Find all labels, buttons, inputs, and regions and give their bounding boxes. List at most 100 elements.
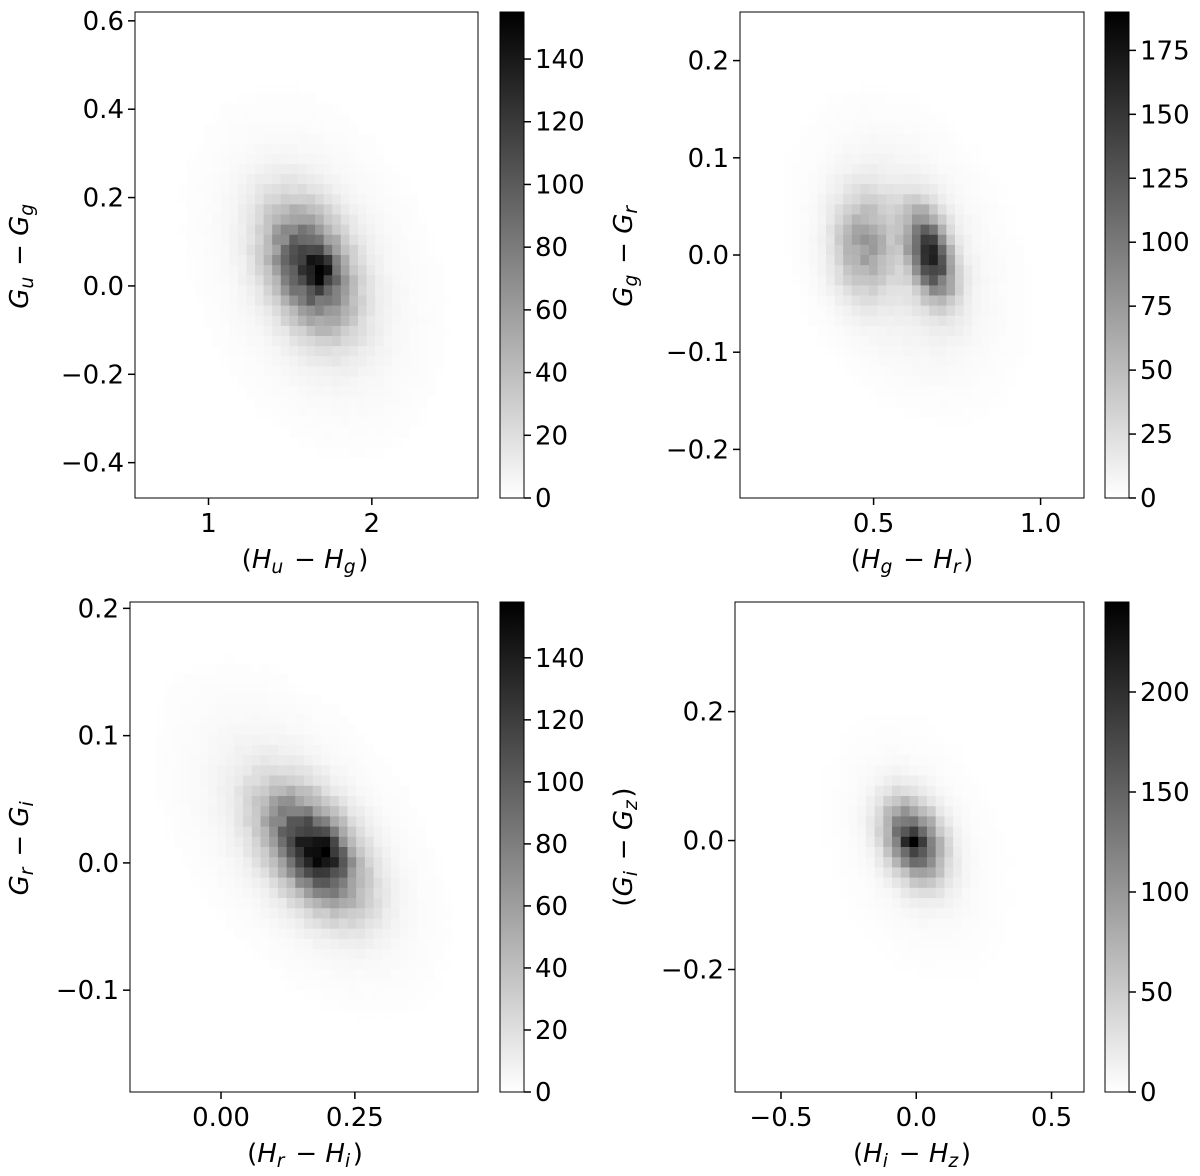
heatmap-cell: [347, 918, 357, 930]
heatmap-cell: [212, 305, 222, 317]
heatmap-cell: [330, 918, 340, 930]
heatmap-cell: [979, 857, 989, 869]
heatmap-cell: [877, 346, 887, 357]
heatmap-cell: [392, 295, 402, 307]
heatmap-cell: [306, 376, 316, 388]
heatmap-cell: [929, 406, 939, 418]
heatmap-cell: [935, 836, 945, 848]
heatmap-cell: [338, 775, 349, 787]
heatmap-cell: [269, 744, 279, 756]
heatmap-cell: [237, 204, 248, 216]
heatmap-cell: [894, 234, 904, 246]
heatmap-cell: [955, 376, 965, 388]
heatmap-cell: [874, 857, 884, 869]
heatmap-cell: [277, 928, 288, 940]
heatmap-cell: [963, 285, 973, 297]
heatmap-cell: [366, 366, 376, 378]
heatmap-cell: [894, 336, 904, 347]
heatmap-cell: [255, 406, 265, 418]
colorbar-tick-label: 40: [535, 359, 568, 389]
heatmap-cell: [791, 194, 801, 205]
heatmap-cell: [903, 204, 913, 216]
heatmap-cell: [164, 755, 175, 766]
heatmap-cell: [408, 989, 418, 1001]
heatmap-cell: [304, 816, 314, 828]
heatmap-cell: [332, 336, 342, 347]
heatmap-cell: [900, 826, 911, 838]
heatmap-cell: [435, 346, 445, 357]
heatmap-cell: [364, 959, 375, 971]
heatmap-cell: [375, 244, 385, 256]
heatmap-cell: [280, 376, 290, 388]
heatmap-cell: [332, 184, 342, 195]
heatmap-cell: [839, 734, 850, 746]
heatmap-cell: [972, 194, 982, 205]
heatmap-cell: [297, 386, 308, 398]
heatmap-cell: [306, 336, 316, 347]
heatmap-cell: [839, 755, 850, 766]
heatmap-cell: [408, 1000, 418, 1011]
heatmap-cell: [330, 959, 340, 971]
heatmap-cell: [357, 204, 368, 216]
heatmap-cell: [323, 224, 333, 236]
heatmap-cell: [909, 857, 919, 869]
heatmap-cell: [330, 969, 340, 981]
heatmap-cell: [400, 184, 410, 195]
heatmap-cell: [808, 255, 818, 266]
heatmap-cell: [217, 663, 227, 675]
heatmap-cell: [980, 356, 990, 367]
heatmap-cell: [156, 755, 166, 766]
heatmap-cell: [332, 437, 342, 448]
heatmap-cell: [920, 265, 930, 276]
heatmap-cell: [269, 836, 279, 848]
heatmap-cell: [220, 113, 230, 124]
heatmap-cell: [217, 734, 227, 746]
heatmap-cell: [173, 826, 183, 838]
heatmap-cell: [272, 366, 282, 378]
heatmap-cell: [848, 755, 858, 766]
heatmap-cell: [926, 775, 937, 787]
heatmap-cell: [229, 123, 239, 135]
heatmap-cell: [391, 908, 401, 920]
heatmap-cell: [391, 1000, 401, 1011]
y-tick-label: 0.0: [688, 241, 729, 271]
heatmap-cell: [417, 315, 428, 327]
heatmap-cell: [408, 959, 418, 971]
heatmap-cell: [857, 816, 867, 828]
heatmap-cell: [1006, 255, 1016, 266]
heatmap-cell: [408, 969, 418, 981]
heatmap-cell: [920, 244, 930, 256]
heatmap-cell: [297, 305, 308, 317]
heatmap-cell: [817, 275, 827, 286]
heatmap-cell: [963, 366, 973, 378]
heatmap-cell: [979, 795, 989, 807]
heatmap-cell: [383, 244, 393, 256]
heatmap-cell: [312, 806, 322, 817]
heatmap-cell: [295, 877, 305, 889]
heatmap-cell: [920, 133, 930, 145]
heatmap-cell: [1015, 275, 1025, 286]
heatmap-cell: [980, 386, 990, 398]
heatmap-cell: [912, 356, 922, 367]
heatmap-cell: [808, 133, 818, 145]
heatmap-cell: [203, 295, 213, 307]
heatmap-cell: [246, 123, 256, 135]
heatmap-cell: [357, 325, 368, 337]
heatmap-cell: [272, 204, 282, 216]
heatmap-cell: [894, 396, 904, 408]
heatmap-cell: [212, 255, 222, 266]
heatmap-cell: [865, 826, 876, 838]
heatmap-cell: [399, 979, 409, 991]
heatmap-cell: [237, 255, 248, 266]
heatmap-cell: [286, 836, 296, 848]
heatmap-cell: [330, 816, 340, 828]
heatmap-cell: [277, 765, 288, 777]
heatmap-cell: [926, 816, 937, 828]
heatmap-cell: [860, 275, 870, 286]
heatmap-cell: [426, 325, 436, 337]
heatmap-cell: [869, 315, 879, 327]
heatmap-cell: [843, 325, 853, 337]
heatmap-cell: [277, 826, 288, 838]
heatmap-cell: [203, 194, 213, 205]
heatmap-cell: [883, 847, 893, 858]
